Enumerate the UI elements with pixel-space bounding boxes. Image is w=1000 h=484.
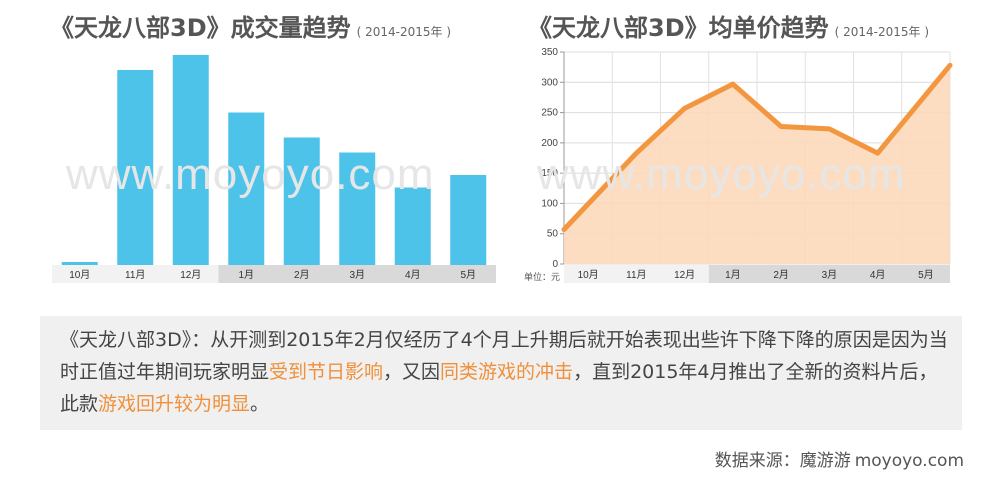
data-source-label: 数据来源：魔游游	[714, 451, 851, 471]
x-axis-band-2014	[564, 265, 709, 283]
data-source: 数据来源：魔游游 moyoyo.com	[715, 446, 964, 471]
x-axis-band-2015	[708, 265, 950, 283]
x-tick-label: 4月	[870, 269, 886, 281]
bar-5	[283, 137, 320, 265]
summary-part-1: 《天龙八部3D》：从开测到2015年2月仅经历了4个月上升期后就开始表现出些许下…	[60, 329, 948, 383]
bar-2	[117, 70, 154, 265]
data-point-8	[948, 63, 952, 68]
bar-chart-title-sub: ( 2014-2015年 )	[356, 25, 452, 39]
x-tick-label: 12月	[674, 269, 695, 281]
price-area-fill	[564, 65, 950, 264]
volume-bar-chart: 10月 11月 12月 1月 2月 3月 4月 5月	[52, 55, 496, 283]
y-tick-label: 0	[552, 259, 558, 270]
data-point-3	[682, 106, 687, 111]
x-tick-label: 5月	[460, 269, 476, 281]
y-tick-label: 300	[541, 77, 558, 88]
summary-panel: 《天龙八部3D》：从开测到2015年2月仅经历了4个月上升期后就开始表现出些许下…	[40, 316, 962, 430]
unit-label: 单位：元	[524, 271, 560, 282]
line-chart-title-main: 《天龙八部3D》均单价趋势	[528, 14, 829, 42]
x-tick-label: 3月	[349, 269, 365, 281]
summary-part-3: ，直到2015年4月推出了全新的资料片后，此款	[60, 361, 938, 415]
line-chart-title: 《天龙八部3D》均单价趋势 ( 2014-2015年 )	[528, 8, 929, 43]
x-tick-label: 5月	[918, 269, 934, 281]
data-point-6	[827, 126, 832, 131]
watermark-left: www.moyoyo.com	[66, 150, 435, 199]
x-tick-label: 2月	[773, 269, 789, 281]
summary-highlight-2: 同类游戏的冲击	[440, 361, 574, 383]
data-point-5	[779, 124, 784, 129]
data-point-2	[634, 151, 639, 156]
x-axis-band-2015	[218, 265, 496, 283]
x-axis-band-2014	[52, 265, 219, 283]
x-tick-label: 11月	[626, 269, 646, 281]
price-line-chart: 0 50 100 150 200 250 300 350 10月 11月 12月 1月 2月 3月 4月 5月…	[524, 47, 953, 283]
x-tick-label: 3月	[822, 269, 838, 281]
bar-6	[339, 152, 376, 265]
data-point-4	[730, 82, 735, 87]
data-point-1	[562, 227, 566, 232]
y-tick-label: 50	[547, 229, 559, 240]
y-tick-label: 200	[541, 138, 558, 149]
data-point-7	[875, 151, 880, 156]
x-tick-label: 1月	[725, 269, 741, 281]
bar-8	[450, 175, 487, 265]
watermark-right: www.moyoyo.com	[537, 150, 906, 199]
line-chart-title-sub: ( 2014-2015年 )	[834, 25, 930, 39]
y-tick-label: 350	[541, 47, 558, 58]
summary-part-2: ，又因	[383, 361, 441, 383]
bar-3	[172, 55, 209, 265]
x-tick-label: 11月	[125, 269, 145, 281]
bar-1	[61, 262, 98, 265]
data-source-site: moyoyo.com	[854, 451, 964, 471]
x-tick-label: 1月	[238, 269, 254, 281]
summary-text: 《天龙八部3D》：从开测到2015年2月仅经历了4个月上升期后就开始表现出些许下…	[60, 324, 950, 420]
x-tick-label: 10月	[578, 269, 599, 281]
bar-chart-title-main: 《天龙八部3D》成交量趋势	[50, 14, 351, 42]
price-line	[561, 62, 953, 232]
x-tick-label: 10月	[69, 269, 90, 281]
summary-highlight-1: 受到节日影响	[269, 361, 384, 383]
x-tick-label: 2月	[294, 269, 310, 281]
x-tick-label: 12月	[180, 269, 201, 281]
y-tick-label: 250	[541, 108, 558, 119]
summary-part-4: 。	[250, 393, 270, 415]
bar-7	[394, 187, 431, 265]
bar-4	[228, 112, 265, 265]
y-tick-label: 100	[541, 198, 558, 209]
y-tick-label: 150	[541, 168, 558, 179]
bar-chart-title: 《天龙八部3D》成交量趋势 ( 2014-2015年 )	[50, 8, 451, 43]
summary-highlight-3: 游戏回升较为明显	[98, 393, 251, 415]
x-tick-label: 4月	[405, 269, 421, 281]
